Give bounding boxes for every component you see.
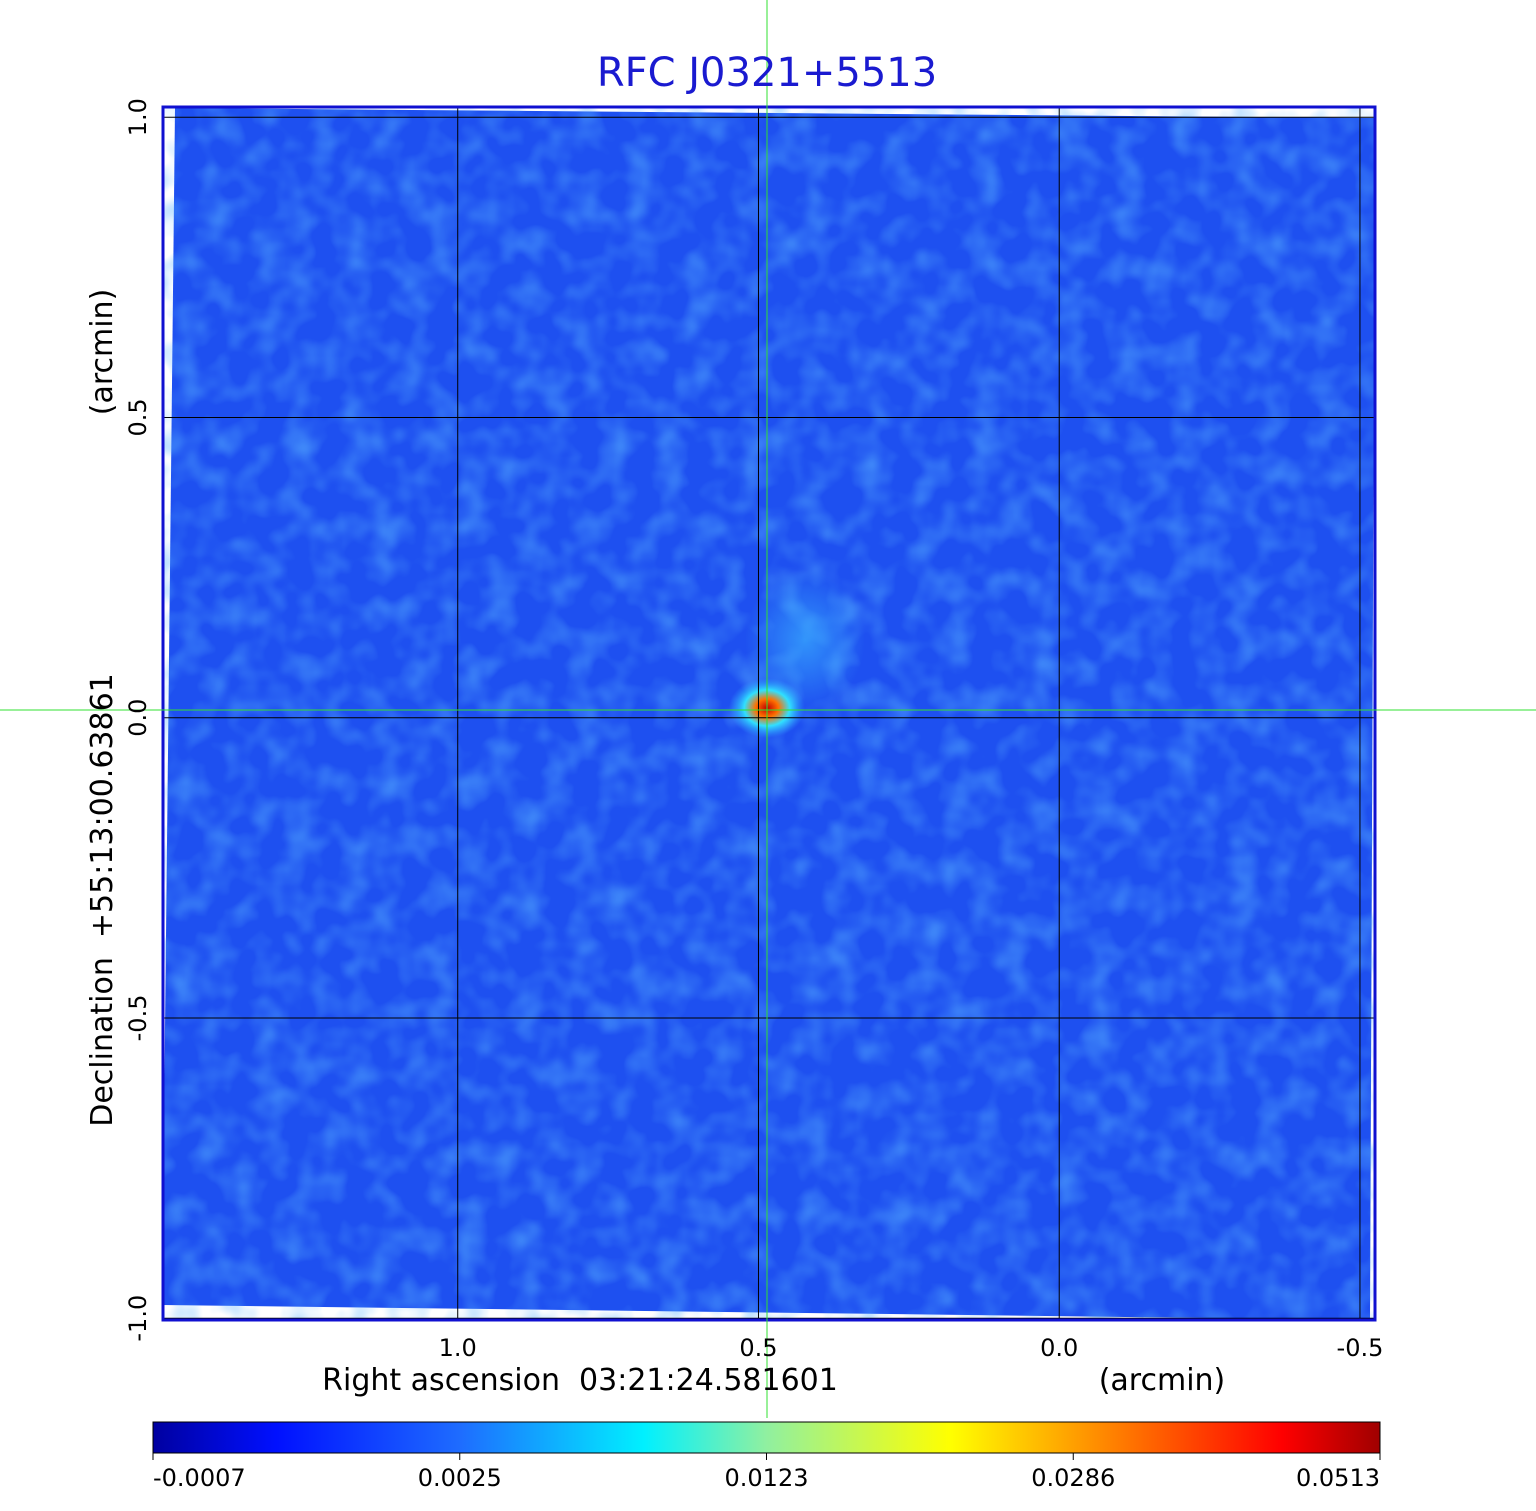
frame [161,105,1377,1322]
y-tick-label: 0.0 [124,699,152,737]
y-tick-label: -0.5 [124,995,152,1042]
colorbar-tick-label: 0.0025 [418,1464,502,1492]
x-tick-label: -0.5 [1337,1334,1384,1362]
image [162,108,1375,1320]
y-axis-unit: (arcmin) [85,289,120,416]
x-tick-label: 0.0 [1040,1334,1078,1362]
colorbar-tick-label: 0.0513 [1296,1464,1380,1492]
halo [745,570,865,710]
chart-title: RFC J0321+5513 [597,50,937,96]
colorbar [152,1421,1381,1454]
colorbar-tick-label: 0.0123 [725,1464,809,1492]
y-tick-label: -1.0 [124,1295,152,1342]
colorbar-tick-label: 0.0286 [1031,1464,1115,1492]
x-axis-label: Right ascension 03:21:24.581601 [322,1363,838,1398]
x-tick-label: 0.5 [739,1334,777,1362]
colorbar-tick-label: -0.0007 [153,1464,246,1492]
x-axis-unit: (arcmin) [1099,1363,1226,1398]
y-tick-label: 1.0 [124,98,152,136]
y-axis-label: Declination +55:13:00.63861 [85,673,120,1127]
x-tick-label: 1.0 [439,1334,477,1362]
y-tick-label: 0.5 [124,398,152,436]
